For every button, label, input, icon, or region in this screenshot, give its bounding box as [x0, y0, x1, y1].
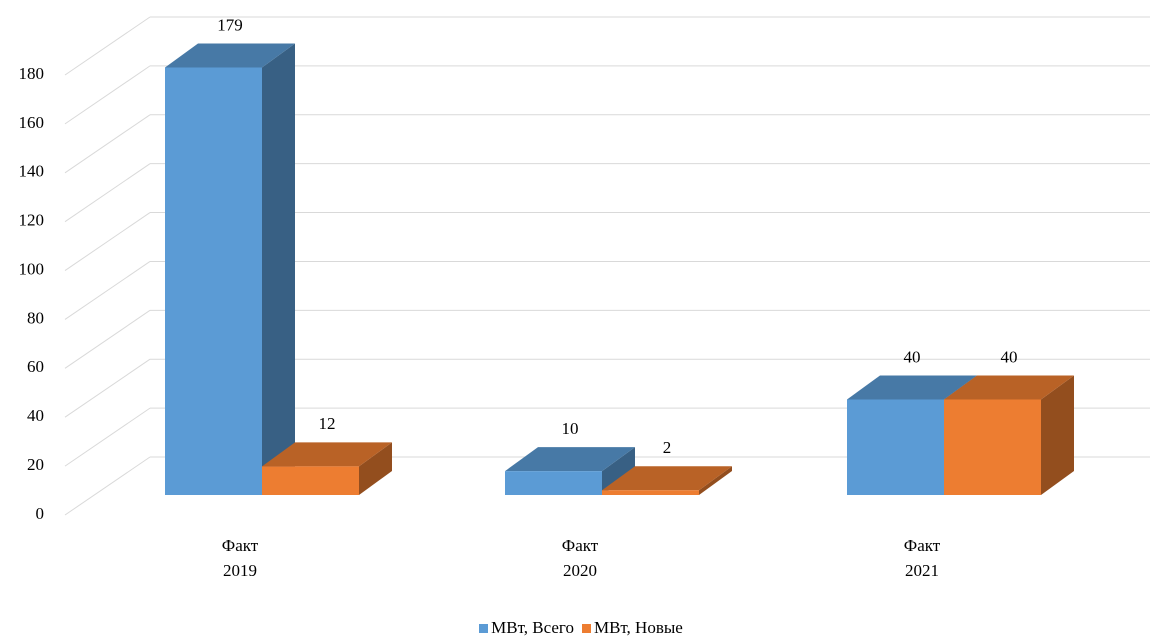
value-label: 179 — [217, 15, 243, 34]
bar-face — [359, 442, 392, 495]
bar-face — [165, 67, 262, 495]
bar-face — [699, 466, 732, 495]
y-tick-label: 160 — [19, 113, 45, 132]
y-tick-label: 0 — [36, 504, 45, 523]
grid-line — [64, 261, 151, 320]
grid-line — [64, 16, 151, 76]
y-tick-label: 40 — [27, 406, 44, 425]
grid-line — [64, 309, 151, 369]
value-label: 40 — [1001, 347, 1018, 366]
bar-face — [505, 471, 602, 495]
bar-face — [262, 442, 392, 467]
y-tick-label: 80 — [27, 308, 44, 327]
grid-line — [64, 456, 151, 516]
x-tick-label: Факт 2019 — [221, 536, 259, 580]
legend-label: МВт, Всего — [491, 618, 574, 637]
bar-face — [944, 375, 1074, 400]
legend-label: МВт, Новые — [593, 618, 683, 637]
bar-face — [847, 399, 944, 495]
value-label: 10 — [562, 419, 579, 438]
y-tick-label: 180 — [19, 64, 45, 83]
x-tick-label: Факт 2020 — [561, 536, 599, 580]
x-tick-label: Факт 2021 — [903, 536, 941, 580]
bar-face — [847, 375, 977, 400]
grid-line — [64, 407, 151, 467]
value-label: 12 — [319, 414, 336, 433]
bar-face — [602, 466, 732, 491]
bar-face — [165, 43, 295, 68]
bar-face — [1041, 375, 1074, 495]
legend: МВт, Всего МВт, Новые — [0, 618, 1162, 638]
bar-face — [944, 399, 1041, 495]
grid-line — [64, 163, 151, 223]
legend-swatch — [581, 624, 591, 633]
legend-swatch — [479, 624, 489, 633]
legend-item: МВт, Новые — [581, 618, 683, 638]
y-tick-label: 120 — [19, 211, 45, 230]
grid-line — [64, 358, 151, 418]
bar — [602, 466, 732, 495]
bar-face — [262, 43, 295, 496]
grid-line — [64, 212, 151, 271]
value-label: 40 — [904, 347, 921, 366]
grid-line — [64, 114, 151, 174]
bar — [262, 442, 392, 495]
y-tick-label: 140 — [19, 162, 45, 181]
bar-face — [505, 447, 635, 472]
bar — [505, 447, 635, 495]
y-tick-label: 100 — [19, 259, 45, 278]
value-label: 2 — [663, 438, 672, 457]
y-tick-label: 60 — [27, 357, 44, 376]
legend-item: МВт, Всего — [479, 618, 574, 638]
bar — [944, 375, 1074, 495]
bar-face — [602, 447, 635, 495]
y-tick-label: 20 — [27, 455, 44, 474]
bar-face — [262, 466, 359, 495]
bar-face — [602, 490, 699, 495]
grid-line — [64, 65, 151, 125]
bar — [165, 43, 295, 496]
